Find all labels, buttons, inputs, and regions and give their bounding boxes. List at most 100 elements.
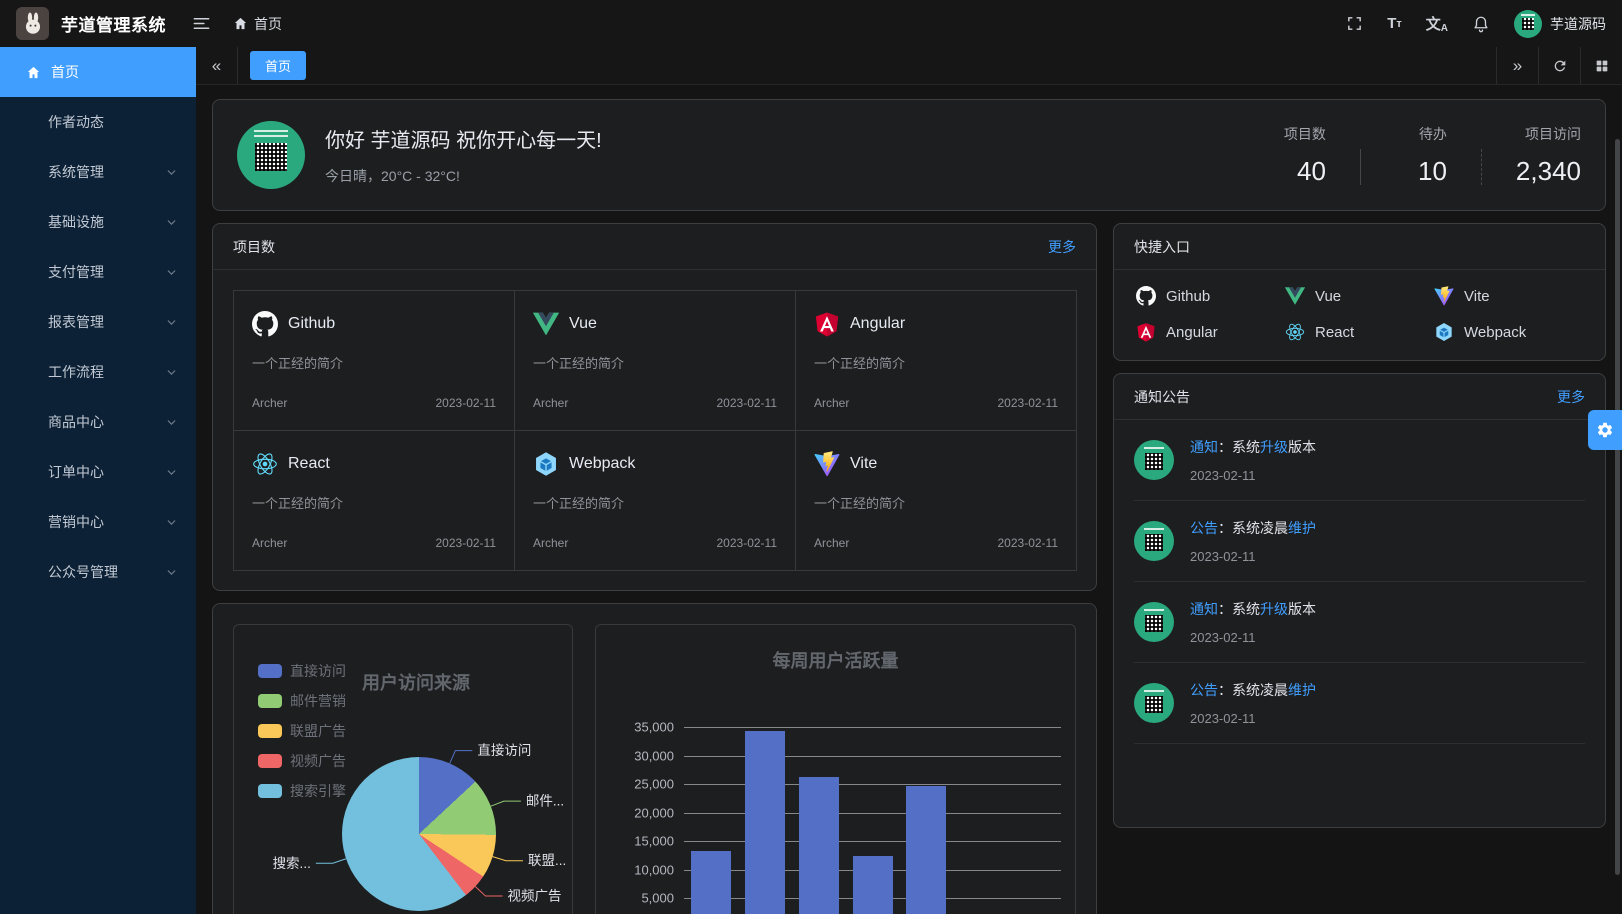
pie-chart-legend[interactable]: 直接访问邮件营销联盟广告视频广告搜索引擎 (258, 661, 346, 801)
theme-settings-button[interactable] (1588, 410, 1622, 450)
stat-value: 40 (1297, 155, 1326, 186)
shortcut-link[interactable]: Webpack (1434, 322, 1583, 342)
sidebar-item[interactable]: 报表管理 (0, 297, 196, 347)
legend-label: 联盟广告 (290, 723, 346, 739)
shortcut-link[interactable]: React (1285, 322, 1434, 342)
stat-label: 待办 (1418, 125, 1447, 142)
shortcut-link[interactable]: Angular (1136, 322, 1285, 342)
notice-title: 公告：系统凌晨维护 (1190, 682, 1316, 698)
notices-more-link[interactable]: 更多 (1557, 388, 1585, 405)
project-desc: 一个正经的简介 (814, 496, 906, 511)
projects-grid: Github 一个正经的简介 Archer 2023-02-11 Vue 一个正经的… (233, 290, 1077, 571)
sidebar-item[interactable]: 基础设施 (0, 197, 196, 247)
breadcrumb-label: 首页 (254, 15, 282, 32)
project-date: 2023-02-11 (997, 396, 1059, 410)
notice-date: 2023-02-11 (1190, 711, 1256, 726)
sidebar-item[interactable]: 营销中心 (0, 497, 196, 547)
chevron-down-icon (165, 316, 178, 329)
shortcut-label: Vite (1464, 287, 1490, 305)
bar[interactable] (744, 731, 785, 914)
sidebar-item[interactable]: 系统管理 (0, 147, 196, 197)
bar[interactable] (906, 786, 947, 914)
bar[interactable] (798, 776, 839, 914)
projects-card: 项目数 更多 Github 一个正经的简介 Archer 2023-02-11 Vu… (212, 223, 1097, 591)
projects-more-link[interactable]: 更多 (1048, 238, 1076, 255)
layout-grid-icon[interactable] (1580, 47, 1622, 84)
fullscreen-icon[interactable] (1346, 15, 1363, 32)
main-area: « 首页 » 你好 芋道源码 祝你开心每一天! 今日晴，20°C - 32°C! (196, 47, 1622, 914)
sidebar-item[interactable]: 支付管理 (0, 247, 196, 297)
notice-item[interactable]: 公告：系统凌晨维护 2023-02-11 (1134, 501, 1585, 582)
project-card[interactable]: Webpack 一个正经的简介 Archer 2023-02-11 (514, 430, 796, 571)
sidebar-item[interactable]: 首页 (0, 47, 196, 97)
webpack-icon (533, 451, 559, 477)
project-card[interactable]: Github 一个正经的简介 Archer 2023-02-11 (233, 290, 515, 431)
sidebar-item-label: 基础设施 (48, 214, 104, 230)
shortcut-link[interactable]: Vite (1434, 286, 1583, 306)
pie-chart-plot[interactable] (342, 757, 496, 911)
greeting-avatar (237, 121, 305, 189)
angular-icon (1136, 322, 1156, 342)
notice-item[interactable]: 通知：系统升级版本 2023-02-11 (1134, 582, 1585, 663)
project-date: 2023-02-11 (716, 536, 778, 550)
tabs-collapse-left-icon[interactable]: « (196, 47, 238, 84)
bar-chart-plot[interactable]: 05,00010,00015,00020,00025,00030,00035,0… (596, 625, 1075, 914)
project-card[interactable]: Angular 一个正经的简介 Archer 2023-02-11 (795, 290, 1077, 431)
legend-item[interactable]: 联盟广告 (258, 721, 346, 741)
project-card[interactable]: Vite 一个正经的简介 Archer 2023-02-11 (795, 430, 1077, 571)
notice-avatar (1134, 602, 1174, 642)
bar[interactable] (690, 851, 731, 914)
tabs-expand-right-icon[interactable]: » (1496, 47, 1538, 84)
sidebar-item-label: 报表管理 (48, 314, 104, 330)
bar-chart-weekly-activity: 每周用户活跃量 05,00010,00015,00020,00025,00030… (595, 624, 1076, 914)
notice-item[interactable]: 公告：系统凌晨维护 2023-02-11 (1134, 663, 1585, 744)
project-card[interactable]: React 一个正经的简介 Archer 2023-02-11 (233, 430, 515, 571)
shortcut-label: Vue (1315, 287, 1342, 305)
shortcut-link[interactable]: Github (1136, 286, 1285, 306)
legend-marker (258, 754, 282, 768)
legend-item[interactable]: 视频广告 (258, 751, 346, 771)
react-icon (252, 451, 278, 477)
sidebar-toggle-icon[interactable] (192, 14, 211, 33)
refresh-icon[interactable] (1538, 47, 1580, 84)
sidebar-item[interactable]: 商品中心 (0, 397, 196, 447)
notification-bell-icon[interactable] (1472, 15, 1490, 33)
app-logo (16, 7, 49, 40)
notice-item[interactable]: 通知：系统升级版本 2023-02-11 (1134, 420, 1585, 501)
project-card[interactable]: Vue 一个正经的简介 Archer 2023-02-11 (514, 290, 796, 431)
notice-date: 2023-02-11 (1190, 468, 1256, 483)
legend-label: 搜索引擎 (290, 783, 346, 799)
project-author: Archer (252, 396, 288, 410)
project-date: 2023-02-11 (997, 536, 1059, 550)
project-name: Vite (850, 455, 878, 472)
shortcuts-card: 快捷入口 Github Vue Vite Angular React Webpack (1113, 223, 1606, 361)
sidebar-item[interactable]: 订单中心 (0, 447, 196, 497)
shortcuts-grid: Github Vue Vite Angular React Webpack (1114, 270, 1605, 360)
project-author: Archer (814, 536, 850, 550)
sidebar-menu: 首页 作者动态 系统管理基础设施支付管理报表管理工作流程 商品中心订单中心营销中心 公众… (0, 47, 196, 914)
bar[interactable] (852, 856, 893, 914)
project-author: Archer (814, 396, 850, 410)
sidebar-item-label: 订单中心 (48, 464, 104, 480)
breadcrumb[interactable]: 首页 (233, 14, 282, 34)
notice-title: 公告：系统凌晨维护 (1190, 520, 1316, 536)
user-menu[interactable]: 芋道源码 (1514, 9, 1606, 38)
legend-item[interactable]: 直接访问 (258, 661, 346, 681)
notice-avatar (1134, 440, 1174, 480)
dashboard-content: 你好 芋道源码 祝你开心每一天! 今日晴，20°C - 32°C! 项目数 40 待… (196, 85, 1622, 914)
pie-chart-labels: 直接访问邮件...联盟...视频广告搜索... (273, 742, 567, 903)
sidebar-item[interactable]: 工作流程 (0, 347, 196, 397)
y-axis-tick-label: 5,000 (641, 890, 674, 906)
sidebar-item[interactable]: 作者动态 (0, 97, 196, 147)
scrollbar-thumb[interactable] (1615, 139, 1620, 875)
notice-title: 通知：系统升级版本 (1190, 439, 1316, 455)
sidebar-item[interactable]: 公众号管理 (0, 547, 196, 597)
legend-item[interactable]: 搜索引擎 (258, 781, 346, 801)
legend-item[interactable]: 邮件营销 (258, 691, 346, 711)
tab-home[interactable]: 首页 (250, 51, 307, 80)
shortcut-link[interactable]: Vue (1285, 286, 1434, 306)
